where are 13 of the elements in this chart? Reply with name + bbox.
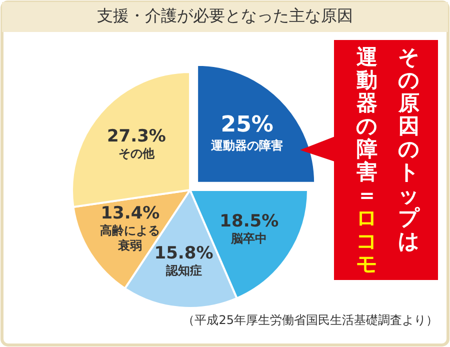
text: 運動器の障害＝ xyxy=(355,45,379,207)
data-label: 18.5% xyxy=(220,211,279,232)
text: その原因のトップは xyxy=(398,45,420,253)
slice-label: 脳卒中 xyxy=(230,232,268,246)
chart-title: 支援・介護が必要となった主な原因 xyxy=(96,6,354,27)
data-label: 25% xyxy=(220,112,274,139)
slice-label: 運動器の障害 xyxy=(211,138,284,154)
data-label: 27.3% xyxy=(106,126,166,147)
slice-label: その他 xyxy=(117,146,156,162)
slice-label: 認知症 xyxy=(164,264,203,278)
data-label: 13.4% xyxy=(100,203,161,224)
text: ロコモ xyxy=(355,206,379,276)
text: （平成25年厚生労働省国民生活基礎調査より） xyxy=(182,312,438,329)
